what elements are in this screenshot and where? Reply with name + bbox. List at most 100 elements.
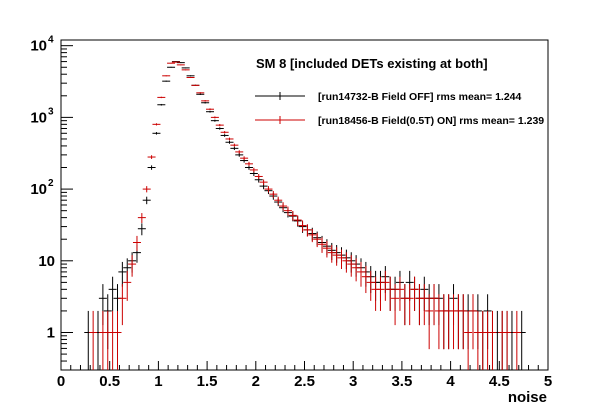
data-point xyxy=(337,249,346,270)
data-point xyxy=(171,61,180,63)
data-point xyxy=(459,294,468,350)
data-point xyxy=(410,276,419,311)
series-0 xyxy=(84,61,526,370)
data-point xyxy=(235,153,244,157)
data-point xyxy=(332,247,341,266)
data-point xyxy=(210,116,219,119)
data-point xyxy=(152,123,161,126)
data-point xyxy=(196,93,205,95)
data-point xyxy=(191,84,200,86)
data-point xyxy=(220,131,229,134)
data-point xyxy=(288,210,297,221)
data-point xyxy=(415,284,424,326)
data-point xyxy=(162,80,171,82)
data-point xyxy=(167,62,176,64)
data-point xyxy=(162,75,171,77)
data-point xyxy=(386,276,395,311)
data-point xyxy=(507,310,516,370)
data-point xyxy=(249,167,258,173)
data-point xyxy=(444,294,453,350)
data-point xyxy=(103,310,112,370)
legend-label-series-1: [run18456-B Field(0.5T) ON] rms mean= 1.… xyxy=(318,115,544,127)
data-point xyxy=(264,186,273,193)
data-point xyxy=(235,150,244,154)
x-tick-label: 1.5 xyxy=(197,373,218,390)
y-tick-exponent: 2 xyxy=(48,178,54,189)
data-point xyxy=(356,261,365,287)
data-point xyxy=(230,143,239,147)
data-point xyxy=(157,103,166,106)
data-point xyxy=(347,255,356,277)
series-1 xyxy=(89,61,521,370)
data-point xyxy=(176,62,185,64)
x-tick-label: 0 xyxy=(57,373,65,390)
data-point xyxy=(137,213,146,223)
data-point xyxy=(303,224,312,237)
data-point xyxy=(84,310,93,370)
x-axis-label: noise xyxy=(508,389,547,406)
data-point xyxy=(293,215,302,226)
data-point xyxy=(420,284,429,326)
data-point xyxy=(240,156,249,161)
legend-label-series-0: [run14732-B Field OFF] rms mean= 1.244 xyxy=(318,91,522,103)
data-point xyxy=(118,284,127,326)
data-point xyxy=(220,134,229,137)
data-point xyxy=(381,270,390,301)
data-point xyxy=(147,155,156,159)
data-point xyxy=(142,186,151,193)
data-point xyxy=(167,66,176,68)
data-point xyxy=(210,119,219,122)
data-point xyxy=(181,69,190,71)
data-point xyxy=(434,294,443,350)
data-point xyxy=(322,241,331,258)
data-point xyxy=(113,310,122,370)
data-point xyxy=(352,258,361,282)
y-tick-exponent: 3 xyxy=(48,106,54,117)
data-point xyxy=(176,64,185,66)
data-point xyxy=(186,75,195,77)
data-point xyxy=(108,276,117,311)
data-point xyxy=(181,67,190,69)
data-point xyxy=(308,228,317,243)
data-point xyxy=(366,270,375,301)
data-point xyxy=(298,220,307,232)
data-point xyxy=(405,284,414,326)
data-point xyxy=(206,110,215,113)
data-point xyxy=(89,310,98,370)
data-point xyxy=(225,137,234,141)
data-point xyxy=(186,76,195,79)
x-axis: 0 0.5 1 1.5 2 2.5 3 3.5 4 4.5 5 xyxy=(57,361,552,390)
series-layer xyxy=(84,61,526,370)
data-point xyxy=(449,294,458,350)
data-point xyxy=(201,101,210,104)
data-point xyxy=(215,124,224,127)
data-point xyxy=(493,310,502,370)
y-tick-label: 10 xyxy=(30,181,47,198)
data-point xyxy=(128,255,137,277)
chart-title: SM 8 [included DETs existing at both] xyxy=(256,56,488,71)
data-point xyxy=(395,276,404,311)
data-point xyxy=(123,270,132,301)
data-point xyxy=(152,132,161,135)
data-point xyxy=(313,232,322,248)
x-tick-label: 4 xyxy=(446,373,455,390)
data-point xyxy=(342,252,351,273)
data-point xyxy=(473,310,482,370)
y-tick-label: 10 xyxy=(30,38,47,55)
y-tick-exponent: 4 xyxy=(48,35,54,46)
x-tick-label: 5 xyxy=(544,373,552,390)
data-point xyxy=(225,140,234,144)
data-point xyxy=(517,310,526,370)
data-point xyxy=(478,310,487,370)
x-tick-label: 2.5 xyxy=(294,373,315,390)
data-point xyxy=(488,310,497,370)
data-point xyxy=(206,108,215,111)
data-point xyxy=(244,165,253,170)
data-point xyxy=(425,294,434,350)
data-point xyxy=(318,237,327,253)
x-tick-label: 3.5 xyxy=(391,373,412,390)
legend: [run14732-B Field OFF] rms mean= 1.244 [… xyxy=(255,91,544,127)
data-point xyxy=(196,92,205,94)
